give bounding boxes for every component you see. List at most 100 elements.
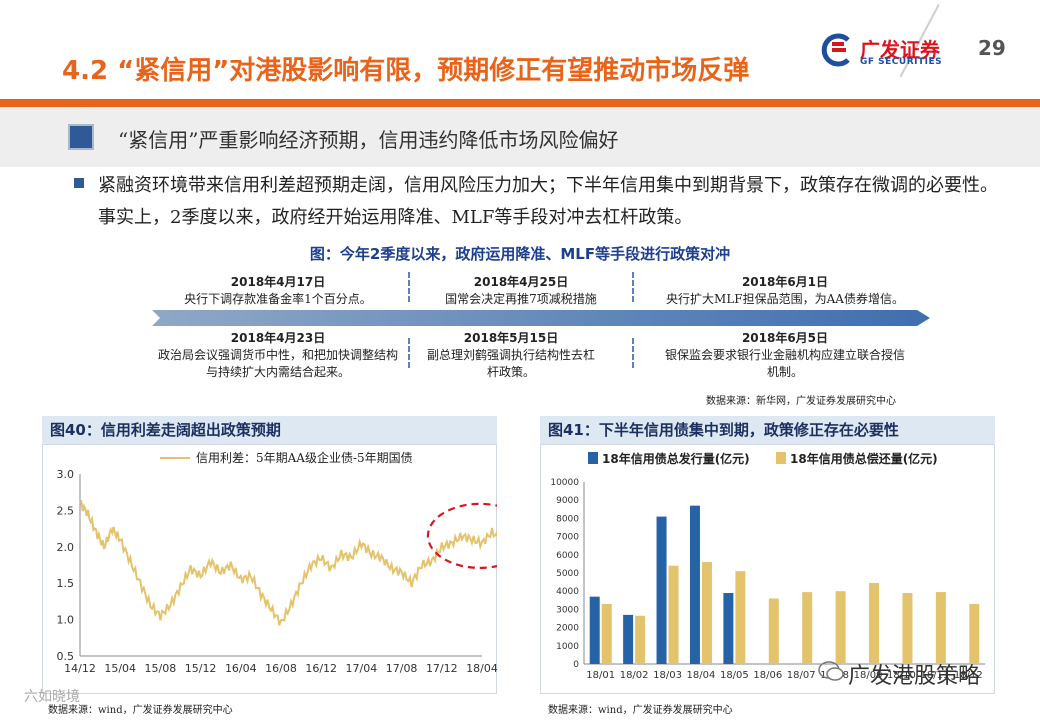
x-tick-label: 18/01	[586, 670, 615, 681]
timeline-arrow	[152, 306, 932, 330]
timeline-divider	[632, 338, 634, 368]
bar	[656, 516, 667, 664]
wechat-icon	[818, 660, 844, 682]
legend-swatch	[588, 452, 598, 464]
bar	[902, 593, 913, 664]
bar	[869, 583, 880, 664]
bar	[668, 565, 679, 664]
event-date: 2018年4月17日	[230, 275, 326, 289]
body-paragraph: 紧融资环境带来信用利差超预期走阔，信用风险压力加大；下半年信用集中到期背景下，政…	[98, 175, 998, 228]
event-date: 2018年4月23日	[230, 331, 326, 345]
timeline-event: 2018年4月25日 国常会决定再推7项减税措施	[416, 274, 626, 308]
highlight-ellipse	[426, 502, 497, 569]
y-tick-label: 3.0	[57, 468, 75, 481]
x-tick-label: 17/12	[426, 662, 458, 675]
event-date: 2018年6月1日	[741, 275, 829, 289]
bar	[935, 592, 946, 664]
section-heading: “紧信用”严重影响经济预期，信用违约降低市场风险偏好	[118, 128, 619, 152]
y-tick-label: 3000	[556, 605, 579, 615]
timeline-event: 2018年5月15日 副总理刘鹤强调执行结构性去杠杆政策。	[426, 330, 596, 381]
watermark-text: 广发港股策略	[848, 664, 981, 689]
y-tick-label: 1000	[556, 642, 579, 652]
event-date: 2018年4月25日	[473, 275, 569, 289]
x-tick-label: 17/04	[346, 662, 378, 675]
y-tick-label: 7000	[556, 533, 579, 543]
header-accent-bar	[0, 99, 1040, 107]
x-tick-label: 16/04	[225, 662, 257, 675]
y-tick-label: 8000	[556, 514, 579, 524]
section-marker-icon	[68, 124, 94, 150]
legend-label: 18年信用债总偿还量(亿元)	[790, 451, 938, 466]
event-text: 国常会决定再推7项减税措施	[445, 292, 597, 306]
logo-text: 广发证券	[860, 38, 940, 62]
x-tick-label: 18/06	[753, 670, 782, 681]
timeline-caption: 图：今年2季度以来，政府运用降准、MLF等手段进行政策对冲	[309, 245, 731, 263]
y-tick-label: 5000	[556, 569, 579, 579]
bar	[835, 591, 846, 664]
timeline-event: 2018年6月1日 央行扩大MLF担保品范围，为AA债券增信。	[640, 274, 930, 308]
x-tick-label: 18/11	[920, 670, 949, 681]
x-tick-label: 15/08	[145, 662, 177, 675]
x-tick-label: 14/12	[64, 662, 96, 675]
x-tick-label: 18/10	[887, 670, 916, 681]
legend-label: 18年信用债总发行量(亿元)	[602, 451, 750, 466]
event-text: 政治局会议强调货币中性，和把加快调整结构与持续扩大内需结合起来。	[158, 348, 399, 379]
watermark-left: 六如晓境	[24, 689, 80, 705]
y-tick-label: 1.0	[57, 614, 75, 627]
x-tick-label: 16/12	[305, 662, 337, 675]
timeline-event: 2018年4月23日 政治局会议强调货币中性，和把加快调整结构与持续扩大内需结合…	[158, 330, 398, 381]
legend-swatch	[776, 452, 786, 464]
chart-source: 数据来源：wind，广发证券发展研究中心	[48, 705, 233, 716]
timeline-event: 2018年6月5日 银保监会要求银行业金融机构应建立联合授信机制。	[660, 330, 910, 381]
x-tick-label: 18/05	[720, 670, 749, 681]
bar	[735, 571, 746, 664]
y-tick-label: 4000	[556, 587, 579, 597]
y-tick-label: 9000	[556, 496, 579, 506]
x-tick-label: 15/12	[185, 662, 217, 675]
event-text: 央行下调存款准备金率1个百分点。	[184, 292, 372, 306]
company-logo-icon	[818, 32, 854, 68]
y-tick-label: 2.5	[57, 504, 75, 517]
bar	[623, 614, 634, 664]
chart-source: 数据来源：wind，广发证券发展研究中心	[548, 705, 733, 716]
bullet-icon	[74, 178, 84, 188]
line-chart: 0.5 1.0 1.5 2.0 2.5 3.0 14/12 15/04 15/08 15/12 16…	[57, 450, 497, 675]
bar-chart: 0 1000 2000 3000 4000 5000 6000 7000 8000 9000 100…	[550, 451, 985, 681]
y-tick-label: 0	[573, 660, 579, 670]
y-tick-label: 10000	[550, 478, 579, 488]
page-number: 29	[978, 36, 1006, 60]
x-tick-label: 15/04	[104, 662, 136, 675]
timeline-divider	[408, 338, 410, 368]
timeline-event: 2018年4月17日 央行下调存款准备金率1个百分点。	[158, 274, 398, 308]
y-tick-label: 6000	[556, 551, 579, 561]
event-text: 央行扩大MLF担保品范围，为AA债券增信。	[666, 292, 904, 306]
bar	[635, 615, 646, 664]
bar	[802, 592, 813, 664]
timeline-source: 数据来源：新华网，广发证券发展研究中心	[706, 396, 896, 407]
bar	[601, 603, 612, 664]
x-tick-label: 18/04	[466, 662, 497, 675]
timeline-divider	[632, 272, 634, 302]
logo-subtext: GF SECURITIES	[860, 57, 943, 67]
series-line	[79, 499, 497, 626]
timeline-divider	[408, 272, 410, 302]
chart-title: 图41：下半年信用债集中到期，政策修正存在必要性	[540, 416, 995, 444]
chart-line-panel	[42, 444, 497, 694]
x-tick-label: 18/03	[653, 670, 682, 681]
x-tick-label: 18/04	[687, 670, 716, 681]
page-title: 4.2 “紧信用”对港股影响有限，预期修正有望推动市场反弹	[62, 56, 750, 86]
x-tick-label: 18/02	[620, 670, 649, 681]
x-tick-label: 17/08	[386, 662, 418, 675]
x-tick-label: 16/08	[265, 662, 297, 675]
y-tick-label: 0.5	[57, 650, 75, 663]
chart-bar-panel	[540, 444, 995, 694]
legend-label: 信用利差：5年期AA级企业债-5年期国债	[196, 450, 413, 465]
event-date: 2018年5月15日	[463, 331, 559, 345]
event-text: 副总理刘鹤强调执行结构性去杠杆政策。	[426, 348, 595, 379]
section-band	[0, 107, 1040, 167]
x-tick-label: 18/07	[787, 670, 816, 681]
x-tick-label: 18/09	[854, 670, 883, 681]
y-tick-label: 1.5	[57, 577, 75, 590]
y-tick-label: 2.0	[57, 541, 75, 554]
bar	[768, 598, 779, 664]
